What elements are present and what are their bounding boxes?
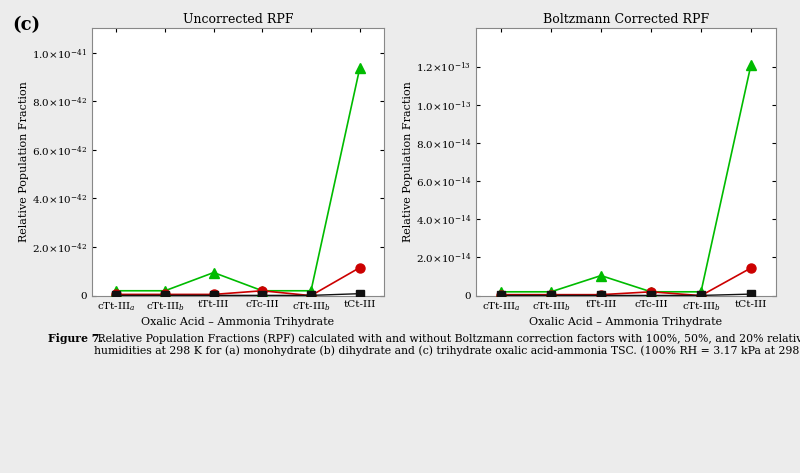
Title: Boltzmann Corrected RPF: Boltzmann Corrected RPF (543, 13, 709, 26)
Title: Uncorrected RPF: Uncorrected RPF (182, 13, 294, 26)
Text: (c): (c) (12, 17, 40, 35)
Text: Relative Population Fractions (RPF) calculated with and without Boltzmann correc: Relative Population Fractions (RPF) calc… (94, 333, 800, 356)
Text: Figure 7.: Figure 7. (48, 333, 103, 344)
X-axis label: Oxalic Acid – Ammonia Trihydrate: Oxalic Acid – Ammonia Trihydrate (530, 317, 722, 327)
Y-axis label: Relative Population Fraction: Relative Population Fraction (19, 81, 30, 243)
Y-axis label: Relative Population Fraction: Relative Population Fraction (403, 81, 413, 243)
X-axis label: Oxalic Acid – Ammonia Trihydrate: Oxalic Acid – Ammonia Trihydrate (142, 317, 334, 327)
